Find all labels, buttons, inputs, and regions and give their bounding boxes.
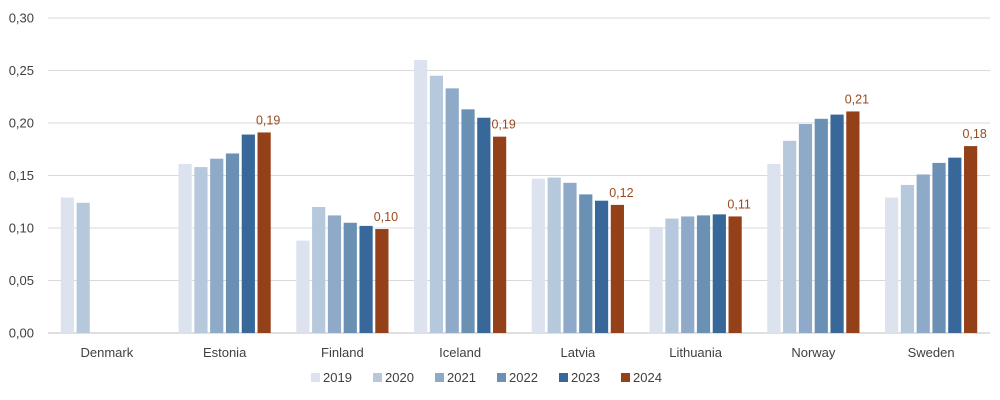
bar-norway-2024 [846,111,860,333]
y-tick-label: 0,10 [9,221,34,236]
bar-iceland-2024 [493,136,507,333]
category-label-sweden: Sweden [908,345,955,360]
bar-iceland-2022 [461,109,475,333]
category-labels: Denmark Estonia Finland Iceland Latvia Lithua… [81,345,955,360]
bar-sweden-2019 [885,197,899,333]
legend-label: 2020 [385,370,414,385]
data-label-iceland: 0,19 [491,118,515,132]
category-label-denmark: Denmark [81,345,134,360]
bar-lithuania-2020 [665,218,679,333]
data-labels: 0,19 0,10 0,19 0,12 0,11 0,21 0,18 [256,92,987,224]
legend-item-2020: 2020 [373,370,414,385]
bar-estonia-2022 [225,153,240,333]
bar-estonia-2024 [257,132,271,333]
bar-estonia-2023 [241,134,255,333]
legend-label: 2021 [447,370,476,385]
bar-finland-2024 [375,229,389,333]
bar-iceland-2023 [477,117,491,333]
bar-norway-2021 [798,124,813,333]
bar-iceland-2019 [414,60,428,333]
bar-finland-2023 [359,225,373,333]
bar-estonia-2021 [210,158,224,333]
data-label-norway: 0,21 [845,92,869,106]
legend-swatch [621,373,630,382]
legend-item-2023: 2023 [559,370,600,385]
legend-swatch [373,373,382,382]
bar-lithuania-2022 [696,215,711,333]
bar-lithuania-2023 [712,214,726,333]
legend-label: 2019 [323,370,352,385]
category-label-iceland: Iceland [439,345,481,360]
legend-label: 2023 [571,370,600,385]
bar-lithuania-2019 [649,226,663,333]
bar-estonia-2019 [178,163,192,333]
legend-label: 2022 [509,370,538,385]
legend-swatch [311,373,320,382]
bar-norway-2020 [783,140,797,333]
bar-latvia-2024 [610,204,624,333]
legend-swatch [497,373,506,382]
category-label-finland: Finland [321,345,364,360]
y-tick-label: 0,25 [9,63,34,78]
data-label-lithuania: 0,11 [727,197,750,211]
legend-item-2021: 2021 [435,370,476,385]
bar-iceland-2021 [445,88,459,333]
bar-norway-2022 [814,118,828,333]
y-tick-label: 0,20 [9,116,34,131]
category-label-lithuania: Lithuania [669,345,723,360]
bar-latvia-2023 [594,200,609,333]
bar-norway-2019 [767,163,781,333]
bar-lithuania-2024 [728,216,742,333]
bar-norway-2023 [830,114,844,333]
bar-finland-2019 [296,240,310,333]
legend-swatch [559,373,568,382]
bar-latvia-2021 [563,182,577,333]
bar-denmark-2019 [60,197,74,333]
legend-item-2024: 2024 [621,370,662,385]
bar-lithuania-2021 [681,216,695,333]
bar-sweden-2023 [948,157,962,333]
data-label-estonia: 0,19 [256,113,280,127]
bar-finland-2022 [343,222,357,333]
bar-iceland-2020 [429,75,444,333]
y-tick-label: 0,30 [9,11,34,26]
bar-latvia-2020 [547,177,561,333]
legend-item-2022: 2022 [497,370,538,385]
data-label-latvia: 0,12 [609,186,633,200]
bar-latvia-2019 [531,178,545,333]
bar-denmark-2020 [76,202,90,333]
bar-latvia-2022 [579,194,593,333]
bars [60,60,978,333]
bar-sweden-2022 [932,162,946,333]
bar-finland-2020 [312,207,326,333]
legend: 2019 2020 2021 2022 2023 2024 [311,370,662,385]
bar-finland-2021 [327,215,342,333]
y-tick-label: 0,15 [9,168,34,183]
y-tick-label: 0,00 [9,326,34,341]
data-label-sweden: 0,18 [962,127,986,141]
y-tick-label: 0,05 [9,273,34,288]
legend-swatch [435,373,444,382]
y-axis-ticks: 0,00 0,05 0,10 0,15 0,20 0,25 0,30 [9,11,34,341]
category-label-latvia: Latvia [561,345,596,360]
bar-sweden-2021 [916,174,930,333]
bar-sweden-2020 [900,184,915,333]
legend-item-2019: 2019 [311,370,352,385]
data-label-finland: 0,10 [374,210,398,224]
bar-estonia-2020 [194,167,208,333]
category-label-norway: Norway [791,345,836,360]
bar-sweden-2024 [964,146,978,333]
legend-label: 2024 [633,370,662,385]
category-label-estonia: Estonia [203,345,247,360]
